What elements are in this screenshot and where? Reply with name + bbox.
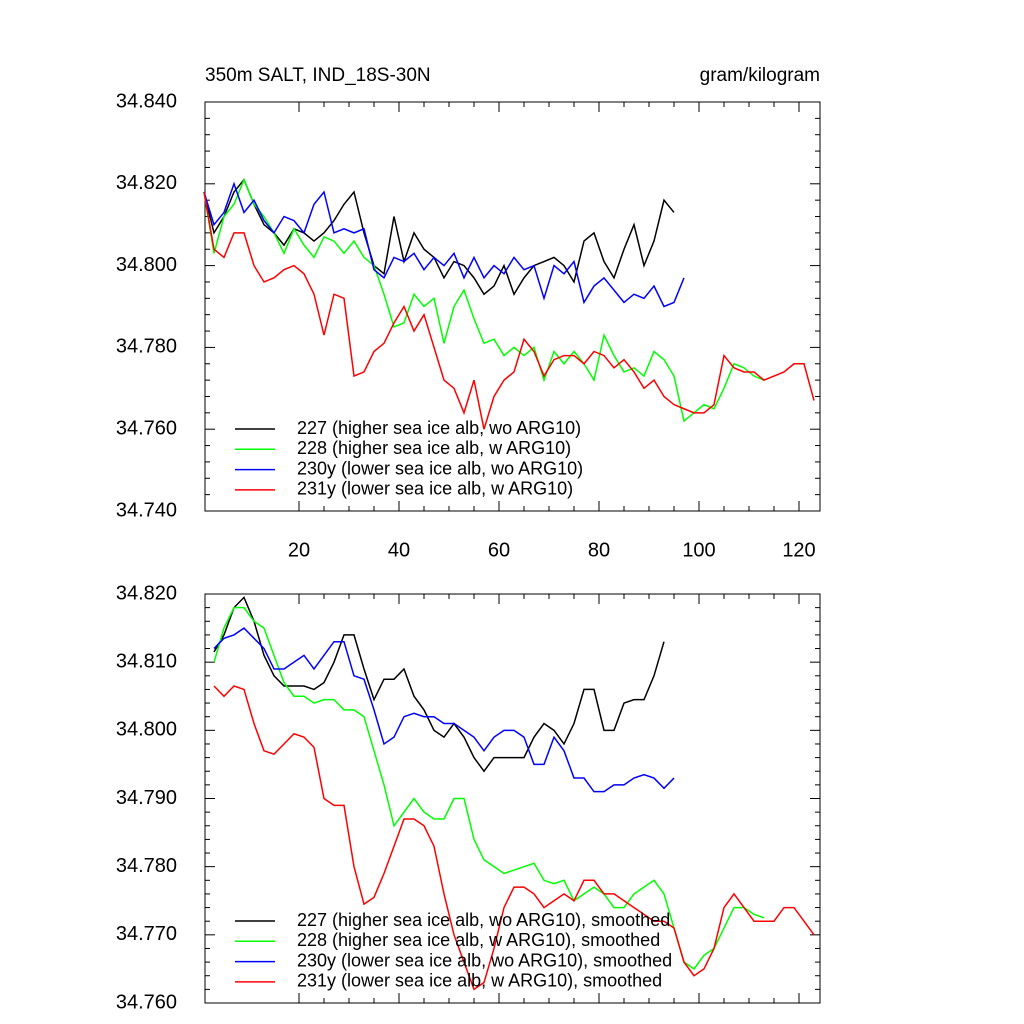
x-tick-label: 60 bbox=[488, 539, 510, 561]
y-tick-label: 34.740 bbox=[116, 499, 177, 521]
x-tick-label: 120 bbox=[782, 539, 815, 561]
y-tick-label: 34.760 bbox=[116, 417, 177, 439]
legend-label: 230y (lower sea ice alb, wo ARG10), smoo… bbox=[297, 950, 672, 970]
y-tick-label: 34.800 bbox=[116, 254, 177, 276]
series-line bbox=[213, 627, 675, 793]
legend-label: 231y (lower sea ice alb, w ARG10), smoot… bbox=[297, 971, 662, 991]
y-tick-label: 34.760 bbox=[116, 991, 177, 1013]
legend-label: 228 (higher sea ice alb, w ARG10), smoot… bbox=[297, 930, 660, 950]
y-tick-label: 34.770 bbox=[116, 923, 177, 945]
x-tick-label: 80 bbox=[588, 539, 610, 561]
y-tick-label: 34.820 bbox=[116, 582, 177, 604]
plot-frame bbox=[204, 101, 821, 512]
series-line bbox=[203, 191, 815, 430]
legend-label: 227 (higher sea ice alb, wo ARG10) bbox=[297, 418, 581, 438]
x-tick-label: 40 bbox=[388, 539, 410, 561]
chart-title: 350m SALT, IND_18S-30N bbox=[205, 65, 431, 86]
y-tick-label: 34.820 bbox=[116, 172, 177, 194]
series-line bbox=[203, 177, 765, 423]
y-tick-label: 34.780 bbox=[116, 336, 177, 358]
y-tick-label: 34.800 bbox=[116, 719, 177, 741]
legend-label: 231y (lower sea ice alb, w ARG10) bbox=[297, 479, 573, 499]
x-tick-label: 20 bbox=[288, 539, 310, 561]
legend-label: 228 (higher sea ice alb, w ARG10) bbox=[297, 438, 571, 458]
series-line bbox=[213, 685, 815, 991]
x-tick-label: 100 bbox=[682, 539, 715, 561]
y-tick-label: 34.840 bbox=[116, 90, 177, 112]
series-line bbox=[213, 596, 665, 773]
y-tick-label: 34.780 bbox=[116, 855, 177, 877]
y-tick-label: 34.790 bbox=[116, 787, 177, 809]
y-tick-label: 34.810 bbox=[116, 650, 177, 672]
series-line bbox=[213, 606, 765, 970]
units-label: gram/kilogram bbox=[700, 65, 820, 86]
series-line bbox=[203, 178, 675, 296]
series-line bbox=[203, 181, 685, 308]
legend-label: 227 (higher sea ice alb, wo ARG10), smoo… bbox=[297, 910, 670, 930]
legend-label: 230y (lower sea ice alb, wo ARG10) bbox=[297, 458, 583, 478]
